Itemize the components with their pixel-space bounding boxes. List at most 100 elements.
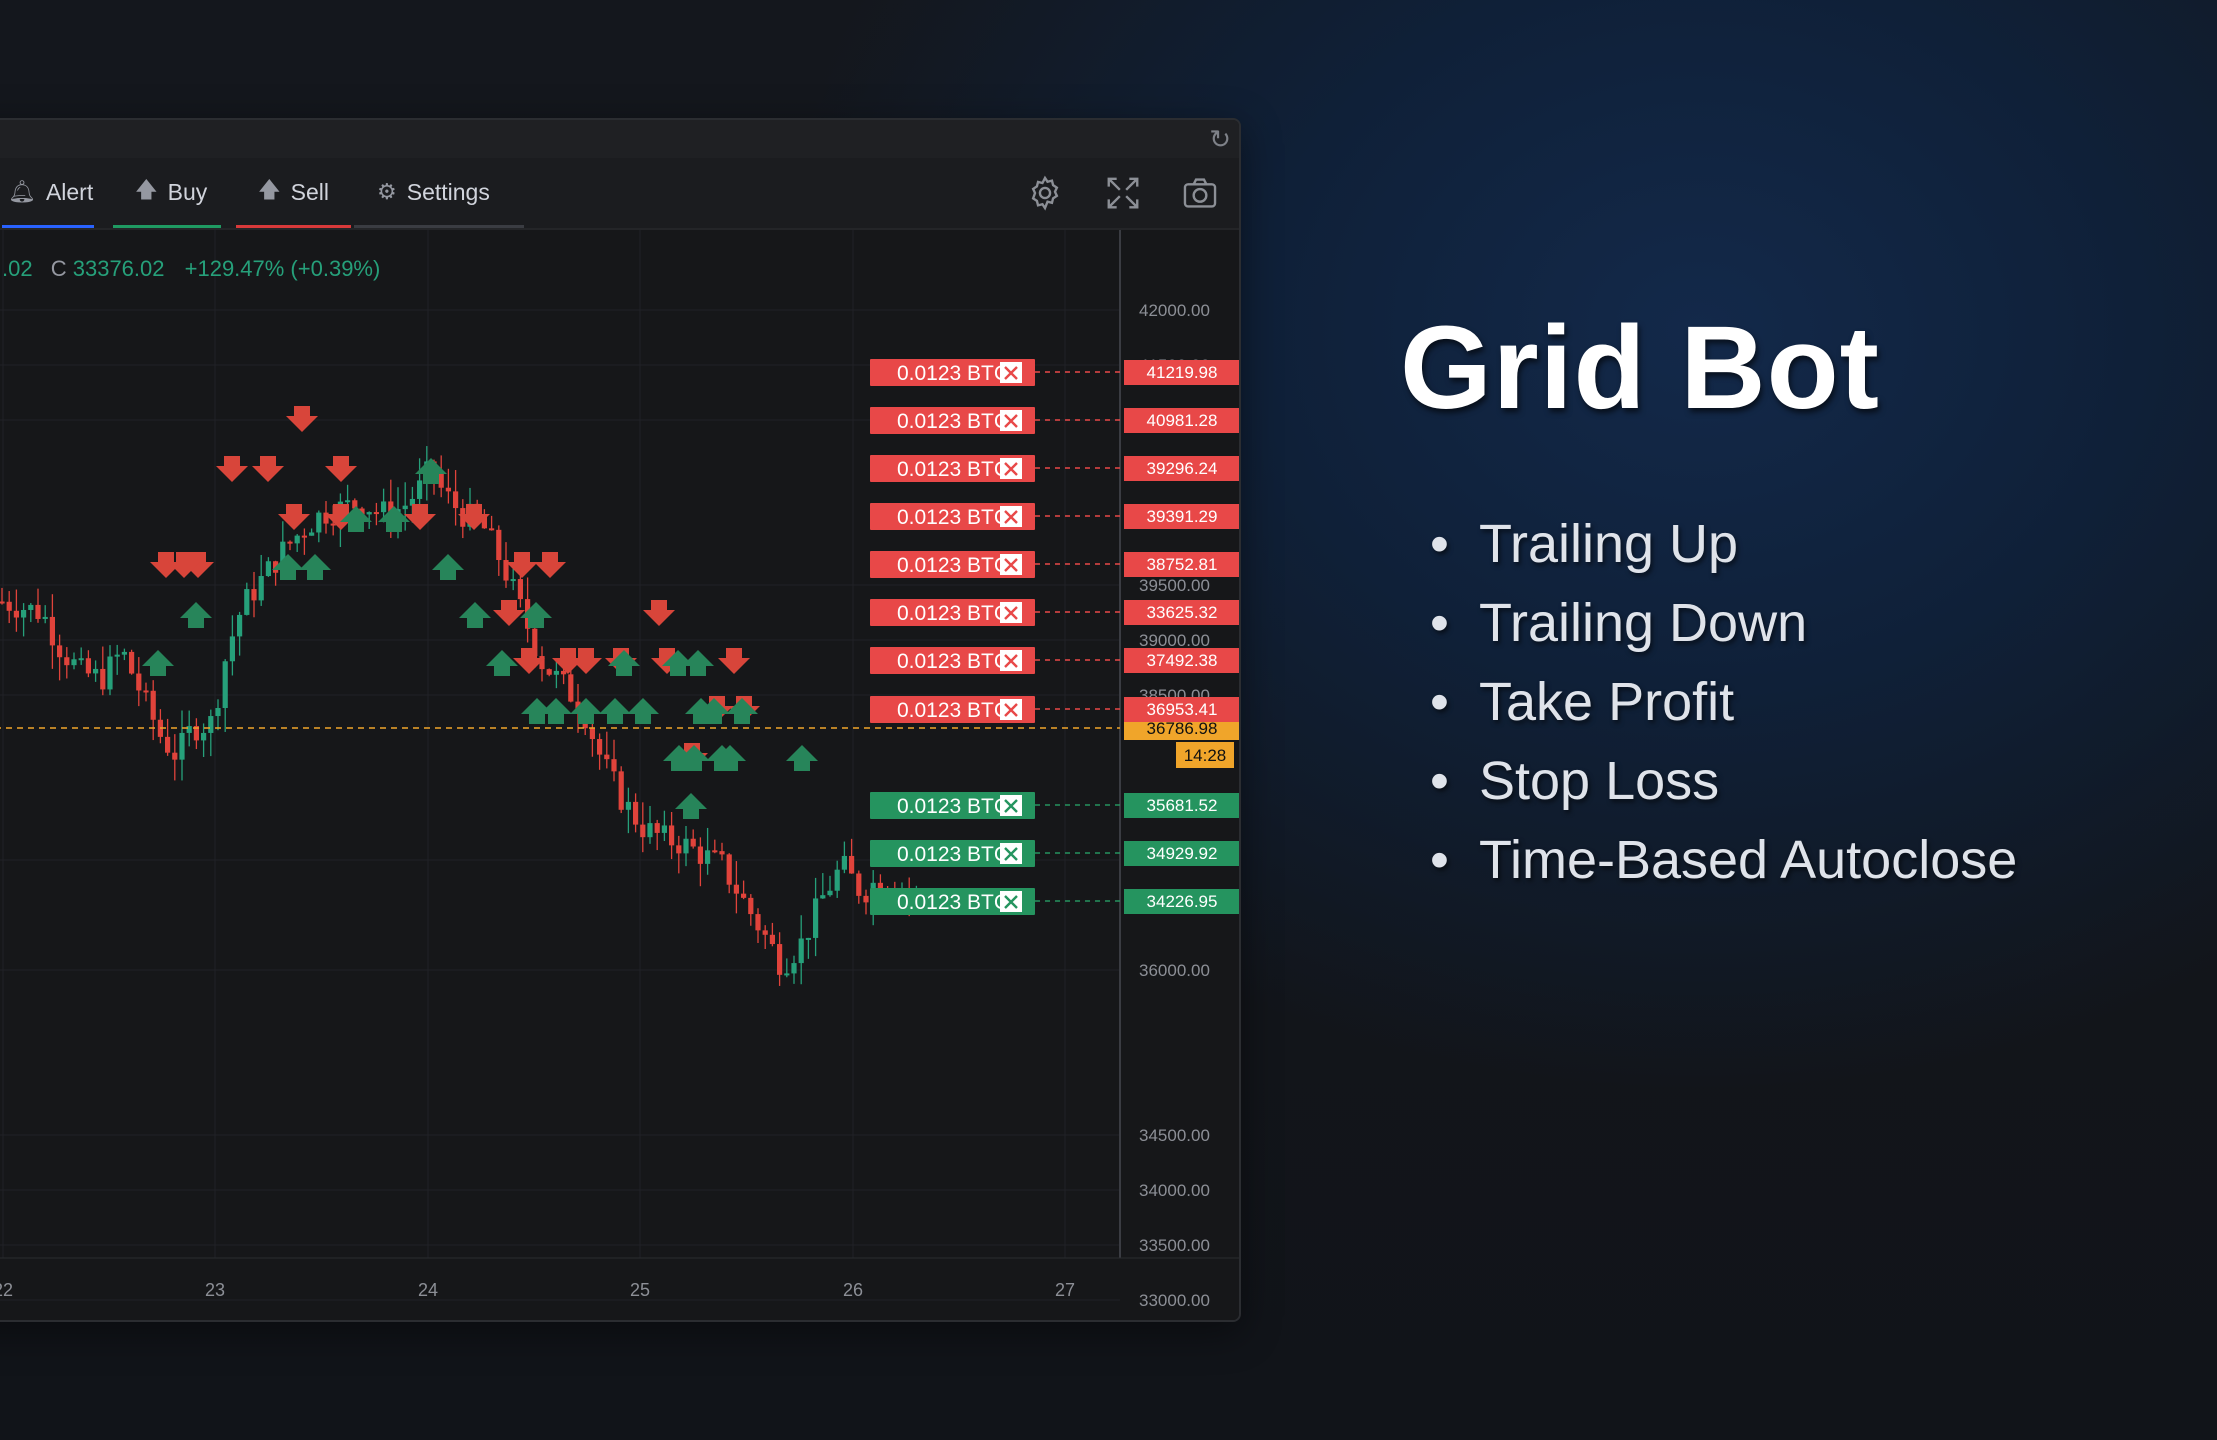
candle-body	[611, 759, 617, 772]
candle-body	[244, 589, 250, 615]
buy-marker	[726, 698, 758, 724]
buy-marker	[378, 506, 410, 532]
candle-body	[661, 825, 667, 833]
sell-order-tag	[870, 359, 1035, 386]
candle-body	[748, 897, 754, 915]
candle-body	[345, 500, 351, 503]
time-tick-label: 24	[418, 1280, 438, 1300]
candle-body	[237, 614, 243, 637]
buy-button[interactable]: 🡅 Buy	[113, 158, 221, 228]
candle-body	[258, 576, 264, 601]
candle-body	[561, 670, 567, 675]
candle-body	[309, 532, 315, 536]
sell-marker	[458, 504, 490, 530]
candle-body	[805, 937, 811, 940]
sell-underline	[236, 225, 351, 228]
gear-icon: ⚙︎	[377, 179, 397, 204]
sell-marker	[493, 600, 525, 626]
candle-body	[0, 601, 5, 604]
candle-body	[215, 707, 221, 717]
sell-order-tag	[870, 599, 1035, 626]
settings-button[interactable]: ⚙︎ Settings	[354, 158, 524, 228]
time-tick-label: 26	[843, 1280, 863, 1300]
camera-icon[interactable]	[1177, 170, 1223, 216]
sell-price-tag	[1124, 456, 1239, 481]
close-x-icon	[1004, 558, 1018, 572]
sell-order-tag	[870, 407, 1035, 434]
candle-body	[121, 651, 127, 655]
candle-body	[712, 850, 718, 853]
candle-body	[755, 914, 761, 931]
candle-body	[35, 604, 41, 619]
candle-body	[510, 579, 516, 582]
candle-body	[546, 669, 552, 675]
buy-marker	[299, 554, 331, 580]
candle-body	[222, 661, 228, 708]
candle-body	[57, 645, 63, 658]
time-tick-label: 25	[630, 1280, 650, 1300]
feature-item: Take Profit	[1430, 668, 2017, 747]
settings-button-label: Settings	[406, 178, 490, 205]
candle-body	[381, 501, 387, 513]
candle-body	[597, 739, 603, 755]
price-tick-label: 33000.00	[1139, 1291, 1210, 1310]
candle-body	[100, 668, 106, 690]
close-x-icon	[1004, 895, 1018, 909]
close-x-icon	[1004, 462, 1018, 476]
candle-body	[798, 938, 804, 964]
price-chart[interactable]: 42000.0041500.0041000.0039500.0039000.00…	[0, 230, 1239, 1320]
feature-item: Trailing Down	[1430, 589, 2017, 668]
chart-canvas: 42000.0041500.0041000.0039500.0039000.00…	[0, 230, 1239, 1320]
sell-price-label: 40981.28	[1147, 411, 1218, 430]
price-tick-label: 34000.00	[1139, 1181, 1210, 1200]
sell-price-tag	[1124, 600, 1239, 625]
sell-button[interactable]: 🡅 Sell	[236, 158, 351, 228]
sell-marker	[404, 504, 436, 530]
candle-body	[323, 512, 329, 524]
chart-settings-icon[interactable]	[1022, 170, 1068, 216]
candle-body	[784, 973, 790, 976]
buy-marker	[682, 650, 714, 676]
sell-marker	[168, 552, 200, 578]
sell-marker	[552, 648, 584, 674]
ohlc-open-tail: .02	[2, 256, 33, 281]
candle-body	[820, 895, 826, 899]
sell-order-qty: 0.0123 BTC	[897, 506, 1009, 529]
candle-body	[287, 541, 293, 544]
close-x-icon	[1004, 414, 1018, 428]
sell-marker	[278, 504, 310, 530]
refresh-icon[interactable]: ↻	[1209, 124, 1231, 154]
sell-order-qty: 0.0123 BTC	[897, 699, 1009, 722]
close-x-icon	[1004, 799, 1018, 813]
close-x-icon	[1004, 510, 1018, 524]
candle-body	[366, 512, 372, 515]
buy-marker	[521, 698, 553, 724]
buy-marker	[486, 650, 518, 676]
sell-price-label: 39296.24	[1147, 459, 1218, 478]
candle-body	[719, 851, 725, 855]
alert-button[interactable]: 🔔︎ Alert	[2, 158, 94, 228]
candle-body	[589, 728, 595, 740]
buy-price-tag	[1124, 889, 1239, 914]
sell-marker	[286, 406, 318, 432]
candle-body	[136, 673, 142, 691]
candle-body	[373, 512, 379, 515]
buy-marker	[714, 745, 746, 771]
candle-body	[107, 656, 113, 690]
fullscreen-icon[interactable]	[1100, 170, 1146, 216]
ohlc-close-value: 33376.02	[72, 256, 165, 281]
feature-item: Time-Based Autoclose	[1430, 826, 2017, 905]
price-tick-label: 39500.00	[1139, 576, 1210, 595]
candle-body	[251, 589, 257, 601]
buy-marker	[459, 602, 491, 628]
countdown-label: 14:28	[1184, 746, 1227, 765]
buy-marker	[608, 650, 640, 676]
candle-body	[208, 716, 214, 733]
buy-marker	[432, 554, 464, 580]
candle-body	[640, 824, 646, 838]
buy-marker	[663, 745, 695, 771]
buy-marker	[675, 793, 707, 819]
candle-body	[359, 508, 365, 515]
candle-body	[834, 869, 840, 891]
sell-order-qty: 0.0123 BTC	[897, 362, 1009, 385]
